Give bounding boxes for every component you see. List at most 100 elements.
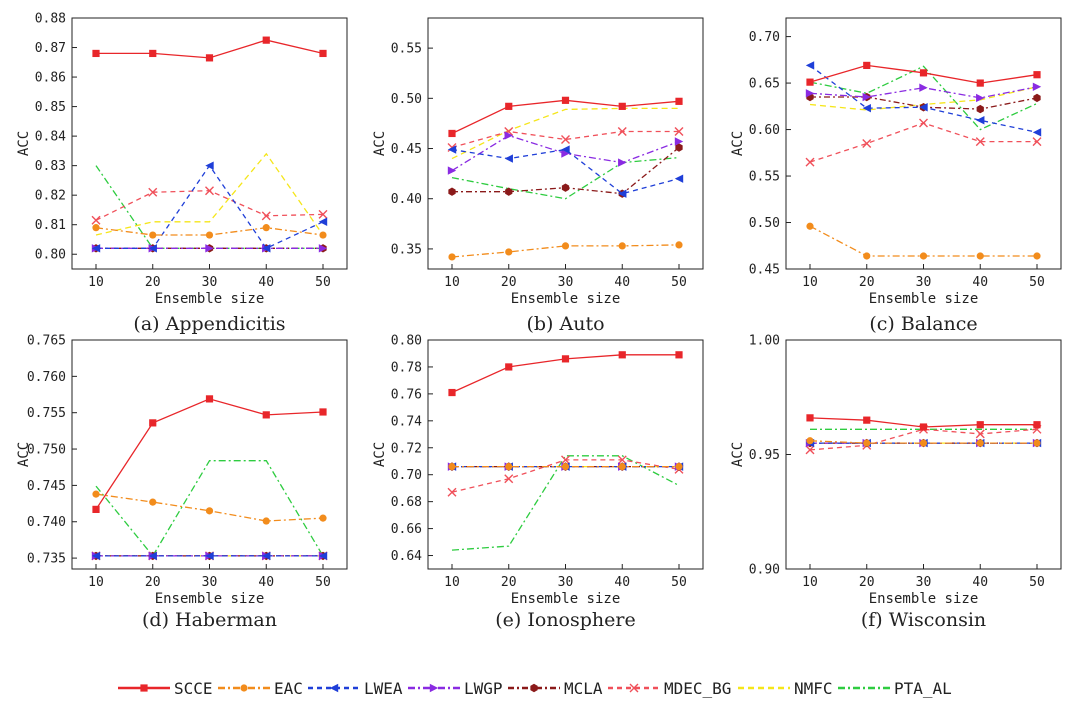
legend-marker (629, 683, 639, 693)
data-point-eac (505, 248, 513, 256)
panel-caption: (c) Balance (869, 313, 977, 335)
x-tick-label: 20 (859, 275, 875, 290)
y-tick-label: 0.740 (27, 515, 66, 530)
y-tick-label: 0.50 (749, 216, 780, 231)
y-tick-label: 0.72 (391, 441, 422, 456)
series-line-eac (95, 227, 324, 236)
data-point-scce (448, 129, 456, 138)
y-tick-label: 0.45 (749, 263, 780, 278)
legend-entry-scce: SCCE (118, 679, 213, 698)
data-point-lwea (91, 244, 101, 253)
series-line-nmfc (95, 152, 324, 236)
data-point-lwgp (976, 93, 985, 103)
y-axis-label: ACC (730, 442, 746, 467)
chart-panel-5: 0.64 0.66 0.68 0.70 0.72 0.74 0.76 0.78 0.80 10 20… (372, 334, 704, 631)
data-point-lwgp (504, 131, 513, 140)
legend-marker (140, 684, 148, 692)
legend-label: PTA_AL (894, 679, 952, 698)
data-point-lwea (976, 116, 985, 125)
y-tick-label: 0.755 (27, 406, 66, 421)
data-point-mdec-bg (447, 487, 457, 497)
data-point-scce (675, 351, 683, 359)
y-tick-label: 0.81 (35, 218, 66, 233)
data-point-mdec-bg (674, 126, 684, 136)
legend-marker (429, 683, 439, 693)
legend-entry-pta-al: PTA_AL (838, 679, 952, 698)
y-tick-label: 0.760 (27, 370, 66, 385)
data-point-eac (976, 252, 984, 260)
data-point-eac (675, 241, 683, 249)
series-group (91, 395, 328, 561)
data-point-lwea (561, 145, 570, 154)
y-tick-label: 0.70 (749, 30, 780, 45)
data-point-mdec-bg (1032, 137, 1042, 147)
data-point-mdec-bg (617, 126, 627, 136)
data-point-scce (919, 423, 928, 431)
chart-panel-2: 0.35 0.40 0.45 0.50 0.55 10 20 30 40 50 Ensemble s… (372, 17, 704, 335)
series-line-eac (95, 493, 324, 522)
series-group (447, 96, 684, 261)
data-point-scce (262, 36, 270, 44)
data-point-lwgp (318, 244, 328, 253)
data-point-eac (149, 498, 157, 506)
panel-caption: (d) Haberman (142, 609, 277, 631)
y-tick-label: 0.60 (749, 123, 780, 138)
data-point-scce (319, 408, 327, 416)
data-point-lwea (805, 61, 815, 70)
data-point-eac (92, 490, 100, 498)
x-axis-label: Ensemble size (511, 291, 621, 307)
y-tick-label: 0.65 (749, 77, 780, 92)
y-tick-label: 0.64 (391, 549, 422, 564)
data-point-scce (1033, 421, 1041, 429)
data-point-mdec-bg (318, 209, 328, 219)
data-point-eac (1033, 439, 1041, 447)
chart-panel-4: 0.735 0.740 0.745 0.750 0.755 0.760 0.765 10 20 3… (16, 334, 348, 631)
series-line-pta-al (809, 65, 1038, 131)
data-point-eac (1033, 252, 1041, 260)
legend: SCCE EAC LWEA LWGP MCLA MDEC_BG NMFC PTA_AL (118, 679, 952, 698)
data-point-lwea (862, 103, 871, 113)
data-point-lwgp (447, 166, 457, 175)
y-tick-label: 0.55 (391, 42, 422, 57)
series-line-pta-al (95, 460, 324, 558)
data-point-eac (505, 463, 513, 471)
data-point-eac (92, 224, 100, 232)
data-point-scce (863, 61, 871, 70)
y-tick-label: 0.80 (391, 334, 422, 349)
y-tick-label: 0.765 (27, 334, 66, 349)
data-point-scce (505, 363, 513, 371)
data-point-mcla (1033, 93, 1041, 103)
x-tick-label: 30 (558, 575, 574, 590)
data-point-scce (561, 96, 570, 104)
legend-marker (329, 683, 339, 693)
panel-caption: (e) Ionosphere (495, 609, 635, 631)
y-tick-label: 0.87 (35, 41, 66, 56)
data-point-eac (561, 463, 570, 471)
data-point-mdec-bg (561, 134, 570, 144)
y-tick-label: 0.85 (35, 100, 66, 115)
data-point-mdec-bg (148, 187, 158, 197)
data-point-scce (149, 49, 157, 58)
series-group (805, 61, 1042, 260)
data-point-eac (149, 231, 157, 239)
data-point-mcla (505, 187, 513, 196)
data-point-eac (561, 242, 570, 250)
x-tick-label: 50 (1029, 275, 1045, 290)
x-axis-label: Ensemble size (869, 591, 979, 607)
data-point-scce (806, 78, 814, 86)
data-point-mcla (976, 104, 984, 114)
data-point-eac (319, 231, 327, 239)
y-tick-label: 0.70 (391, 468, 422, 483)
data-point-eac (675, 463, 683, 471)
x-tick-label: 10 (802, 575, 818, 590)
y-tick-label: 0.45 (391, 142, 422, 157)
data-point-lwgp (205, 244, 214, 253)
data-point-lwea (504, 154, 513, 163)
y-tick-label: 0.83 (35, 159, 66, 174)
data-point-lwea (148, 244, 157, 253)
data-point-eac (618, 463, 626, 471)
legend-entry-eac: EAC (218, 679, 303, 698)
data-point-lwea (148, 551, 157, 561)
y-tick-label: 1.00 (749, 334, 780, 349)
data-point-lwea (318, 217, 328, 226)
